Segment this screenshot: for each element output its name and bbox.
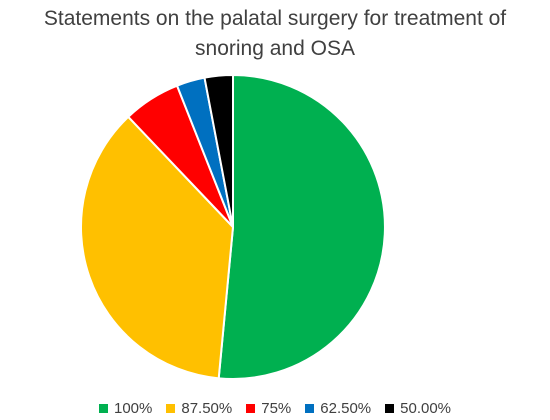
legend-swatch-3 <box>246 403 256 413</box>
legend-item-1: 100% <box>98 399 153 417</box>
legend-swatch-2 <box>166 403 176 413</box>
pie-slices <box>79 74 386 380</box>
legend-swatch-4 <box>305 403 315 413</box>
legend-label-5: 50.00% <box>400 399 452 417</box>
legend-label-1: 100% <box>113 399 153 417</box>
legend-item-5: 50.00% <box>385 400 451 417</box>
legend: 100% 87.50% 75% 62.50% 50.00% <box>0 396 550 420</box>
legend-item-3: 75% <box>246 400 291 417</box>
legend-item-2: 87.50% <box>166 400 232 417</box>
legend-label-3: 75% <box>261 399 292 417</box>
pie-slice-5 <box>203 74 234 228</box>
chart-title-line-1: Statements on the palatal surgery for tr… <box>43 7 507 30</box>
legend-swatch-1 <box>98 403 108 413</box>
chart-title: Statements on the palatal surgery for tr… <box>0 4 550 64</box>
legend-label-2: 87.50% <box>181 399 233 417</box>
pie-slice-1 <box>217 74 386 380</box>
legend-item-4: 62.50% <box>305 400 371 417</box>
chart-title-line-2: snoring and OSA <box>195 37 355 60</box>
legend-swatch-5 <box>385 403 395 413</box>
legend-label-4: 62.50% <box>320 399 372 417</box>
pie-slice-2 <box>79 115 234 380</box>
